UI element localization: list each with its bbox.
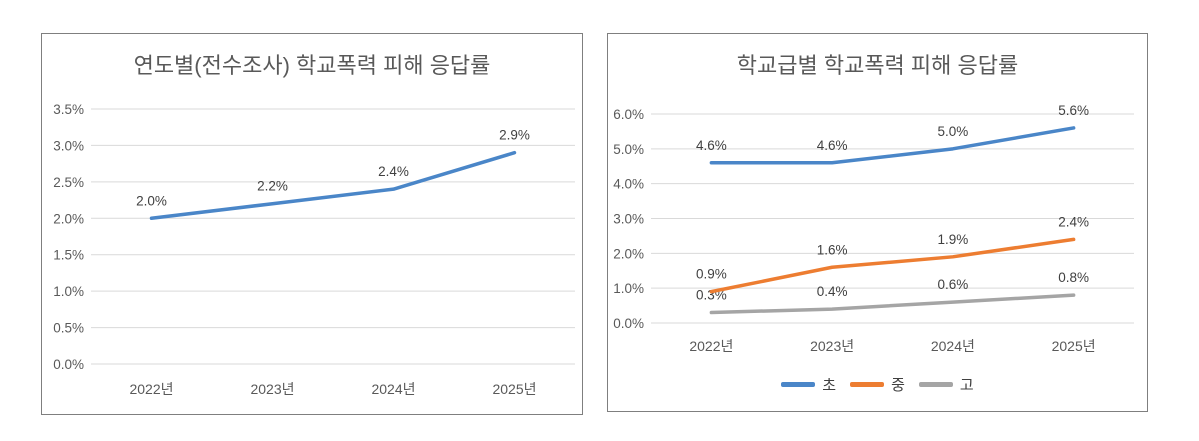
- legend-item-고: 고: [918, 374, 974, 395]
- y-axis-tick-label: 4.0%: [613, 177, 644, 192]
- y-axis-tick-label: 0.0%: [53, 357, 84, 372]
- legend-label: 고: [959, 377, 974, 394]
- y-axis-tick-label: 1.5%: [53, 248, 84, 263]
- data-label: 1.6%: [817, 242, 848, 257]
- y-axis-tick-label: 0.0%: [613, 316, 644, 331]
- data-label: 5.0%: [937, 124, 968, 139]
- chart-title-by-school-level: 학교급별 학교폭력 피해 응답률: [736, 53, 1019, 78]
- y-axis-tick-label: 3.0%: [53, 138, 84, 153]
- data-label: 1.9%: [937, 232, 968, 247]
- data-label: 2.2%: [257, 179, 288, 194]
- x-axis-tick-label: 2024년: [371, 381, 415, 397]
- y-axis-tick-label: 3.0%: [613, 212, 644, 227]
- x-axis-tick-label: 2023년: [810, 338, 854, 354]
- legend-swatch: [781, 382, 816, 387]
- x-axis-tick-label: 2023년: [250, 381, 294, 397]
- chart-panel-yearly: 연도별(전수조사) 학교폭력 피해 응답률 0.0% 0.5% 1.0% 1.5% 2.…: [41, 33, 583, 415]
- data-label: 2.4%: [1058, 214, 1089, 229]
- data-label: 0.4%: [817, 284, 848, 299]
- series-line-고: [709, 293, 1076, 315]
- legend-item-중: 중: [850, 374, 905, 395]
- y-axis-tick-label: 3.5%: [53, 102, 84, 117]
- series-line-중: [709, 237, 1076, 294]
- data-label: 2.0%: [136, 193, 167, 208]
- data-label: 0.9%: [696, 267, 727, 282]
- legend-item-초: 초: [781, 374, 836, 395]
- data-label: 4.6%: [817, 138, 848, 153]
- x-axis-tick-label: 2024년: [931, 338, 975, 354]
- legend-swatch: [918, 382, 953, 387]
- y-axis-tick-label: 2.5%: [53, 175, 84, 190]
- data-label: 2.9%: [499, 128, 530, 143]
- legend-swatch: [850, 382, 885, 387]
- legend-label: 중: [891, 377, 905, 394]
- chart-title-yearly: 연도별(전수조사) 학교폭력 피해 응답률: [133, 53, 491, 78]
- line-chart-by-school-level: 0.0% 1.0% 2.0% 3.0% 4.0% 5.0% 6.0% 2022년 2023년 20…: [613, 103, 1134, 354]
- data-label: 2.4%: [378, 164, 409, 179]
- legend-label: 초: [822, 377, 837, 394]
- x-axis-tick-label: 2022년: [129, 381, 173, 397]
- data-label: 5.6%: [1058, 103, 1089, 118]
- y-axis-tick-label: 5.0%: [613, 142, 644, 157]
- y-axis-tick-label: 1.0%: [613, 281, 644, 296]
- line-chart-yearly: 0.0% 0.5% 1.0% 1.5% 2.0% 2.5% 3.0% 3.5% 2022년 202…: [53, 102, 575, 397]
- series-line: [149, 150, 517, 221]
- y-axis-tick-label: 6.0%: [613, 107, 644, 122]
- series-line-초: [709, 126, 1076, 165]
- x-axis-tick-label: 2025년: [1052, 338, 1096, 354]
- data-label: 0.6%: [937, 277, 968, 292]
- x-axis-tick-label: 2025년: [492, 381, 536, 397]
- data-label: 4.6%: [696, 138, 727, 153]
- data-label: 0.8%: [1058, 270, 1089, 285]
- y-axis-tick-label: 1.0%: [53, 284, 84, 299]
- y-axis-tick-label: 0.5%: [53, 321, 84, 336]
- chart-panel-by-school-level: 학교급별 학교폭력 피해 응답률 0.0% 1.0% 2.0% 3.0% 4.0% 5.0…: [607, 33, 1148, 412]
- y-axis-tick-label: 2.0%: [53, 211, 84, 226]
- y-axis-tick-label: 2.0%: [613, 246, 644, 261]
- x-axis-tick-label: 2022년: [689, 338, 733, 354]
